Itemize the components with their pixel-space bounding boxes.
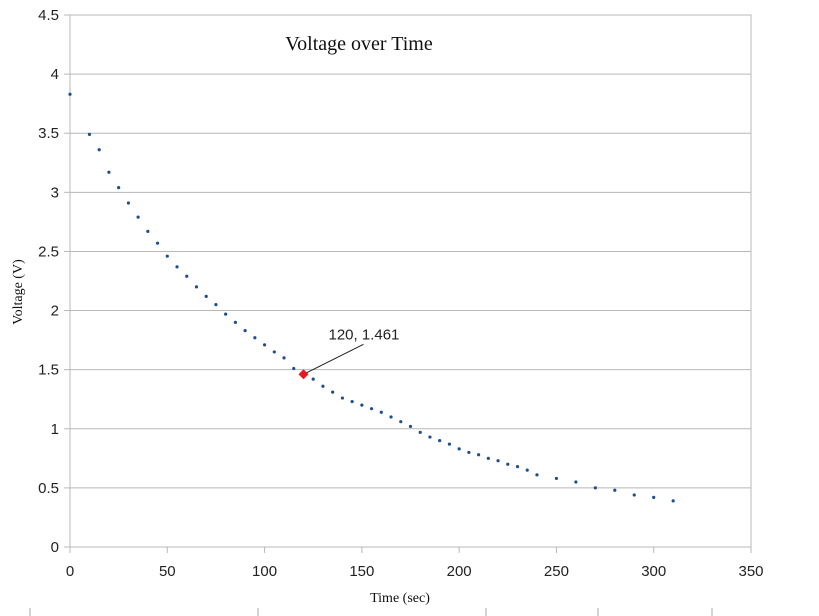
data-point	[399, 420, 403, 424]
data-point	[428, 435, 432, 439]
tick-labels: 0 0.5 1 1.5 2 2.5 3 3.5 4 4.5 0 50 100 150 200 250 300 35…	[38, 7, 763, 580]
data-point	[515, 465, 520, 469]
data-point	[360, 403, 364, 407]
data-point	[331, 390, 335, 394]
data-point	[535, 473, 539, 477]
data-point	[613, 488, 617, 492]
data-point	[418, 430, 422, 434]
x-tick-label: 250	[544, 563, 569, 580]
data-point	[97, 148, 101, 152]
data-point	[671, 499, 675, 503]
data-point	[107, 170, 111, 174]
data-point	[262, 343, 267, 347]
data-point	[467, 450, 471, 455]
x-tick-label: 350	[738, 563, 763, 580]
data-point	[175, 265, 179, 269]
highlight-point-marker	[298, 369, 309, 380]
data-point	[593, 486, 597, 490]
y-tick-label: 3	[51, 184, 59, 201]
y-tick-label: 3.5	[38, 125, 59, 142]
highlight-callout: 120, 1.461	[298, 326, 399, 380]
y-tick-label: 4	[51, 66, 59, 83]
data-point	[204, 294, 208, 298]
grid	[70, 14, 751, 548]
data-point	[87, 132, 92, 137]
data-point	[554, 476, 559, 481]
data-point	[233, 320, 237, 324]
data-point	[506, 462, 510, 466]
y-tick-label: 2	[51, 303, 59, 320]
data-point	[165, 254, 169, 258]
data-point	[136, 215, 140, 219]
data-point	[272, 350, 276, 354]
y-tick-label: 0.5	[38, 480, 59, 497]
data-points	[68, 92, 675, 503]
x-tick-label: 100	[252, 563, 277, 580]
y-tick-label: 4.5	[38, 7, 59, 24]
plot-frame	[69, 14, 752, 548]
data-point	[632, 493, 636, 497]
x-tick-label: 300	[641, 563, 666, 580]
data-point	[574, 480, 578, 484]
chart-title: Voltage over Time	[285, 33, 433, 55]
x-tick-label: 0	[66, 563, 74, 580]
data-point	[126, 201, 130, 205]
data-point	[155, 241, 160, 245]
data-point	[292, 366, 296, 371]
data-point	[117, 186, 121, 190]
data-point	[146, 229, 150, 233]
data-point	[350, 399, 354, 404]
data-point	[369, 407, 374, 411]
data-point	[496, 459, 500, 463]
x-axis-title: Time (sec)	[370, 591, 430, 606]
data-point	[185, 274, 189, 278]
data-point	[652, 495, 656, 499]
data-point	[321, 384, 325, 388]
data-point	[224, 312, 228, 316]
data-point	[477, 453, 481, 457]
x-tick-label: 200	[447, 563, 472, 580]
axes	[64, 14, 752, 553]
data-point	[243, 329, 247, 333]
y-tick-label: 0	[51, 539, 59, 556]
x-tick-label: 150	[349, 563, 374, 580]
data-point	[438, 439, 442, 443]
data-point	[253, 336, 257, 340]
data-point	[486, 456, 490, 460]
data-point	[389, 415, 393, 419]
y-tick-label: 2.5	[38, 243, 59, 260]
y-axis-title: Voltage (V)	[11, 259, 26, 325]
bottom-edge-marks	[29, 608, 713, 616]
data-point	[194, 285, 199, 289]
data-point	[457, 447, 461, 451]
data-point	[214, 303, 218, 307]
data-point	[379, 410, 383, 414]
data-point	[408, 424, 413, 429]
y-tick-label: 1.5	[38, 362, 59, 379]
data-point	[68, 92, 72, 96]
x-tick-label: 50	[159, 563, 176, 580]
callout-leader-line	[303, 343, 364, 375]
data-point	[282, 356, 286, 360]
y-tick-label: 1	[51, 421, 59, 438]
data-point	[311, 377, 315, 381]
highlight-point-label: 120, 1.461	[328, 326, 399, 343]
data-point	[447, 442, 452, 446]
data-point	[525, 468, 529, 472]
data-point	[340, 396, 344, 400]
